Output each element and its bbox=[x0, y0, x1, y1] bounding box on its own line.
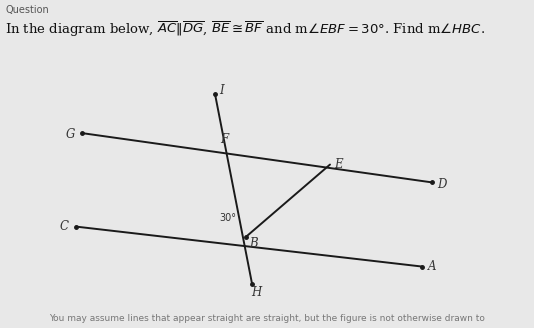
Text: I: I bbox=[219, 84, 223, 97]
Text: F: F bbox=[220, 133, 228, 146]
Text: G: G bbox=[65, 128, 75, 141]
Text: You may assume lines that appear straight are straight, but the figure is not ot: You may assume lines that appear straigh… bbox=[49, 314, 485, 323]
Text: In the diagram below, $\overline{AC} \| \overline{DG}$, $\overline{BE} \cong \ov: In the diagram below, $\overline{AC} \| … bbox=[5, 20, 485, 39]
Text: E: E bbox=[334, 158, 342, 171]
Text: D: D bbox=[437, 177, 446, 191]
Text: A: A bbox=[428, 260, 436, 273]
Text: B: B bbox=[249, 237, 257, 250]
Text: 30°: 30° bbox=[219, 213, 237, 223]
Text: Question: Question bbox=[5, 5, 49, 15]
Text: C: C bbox=[59, 220, 68, 233]
Text: H: H bbox=[251, 286, 261, 298]
